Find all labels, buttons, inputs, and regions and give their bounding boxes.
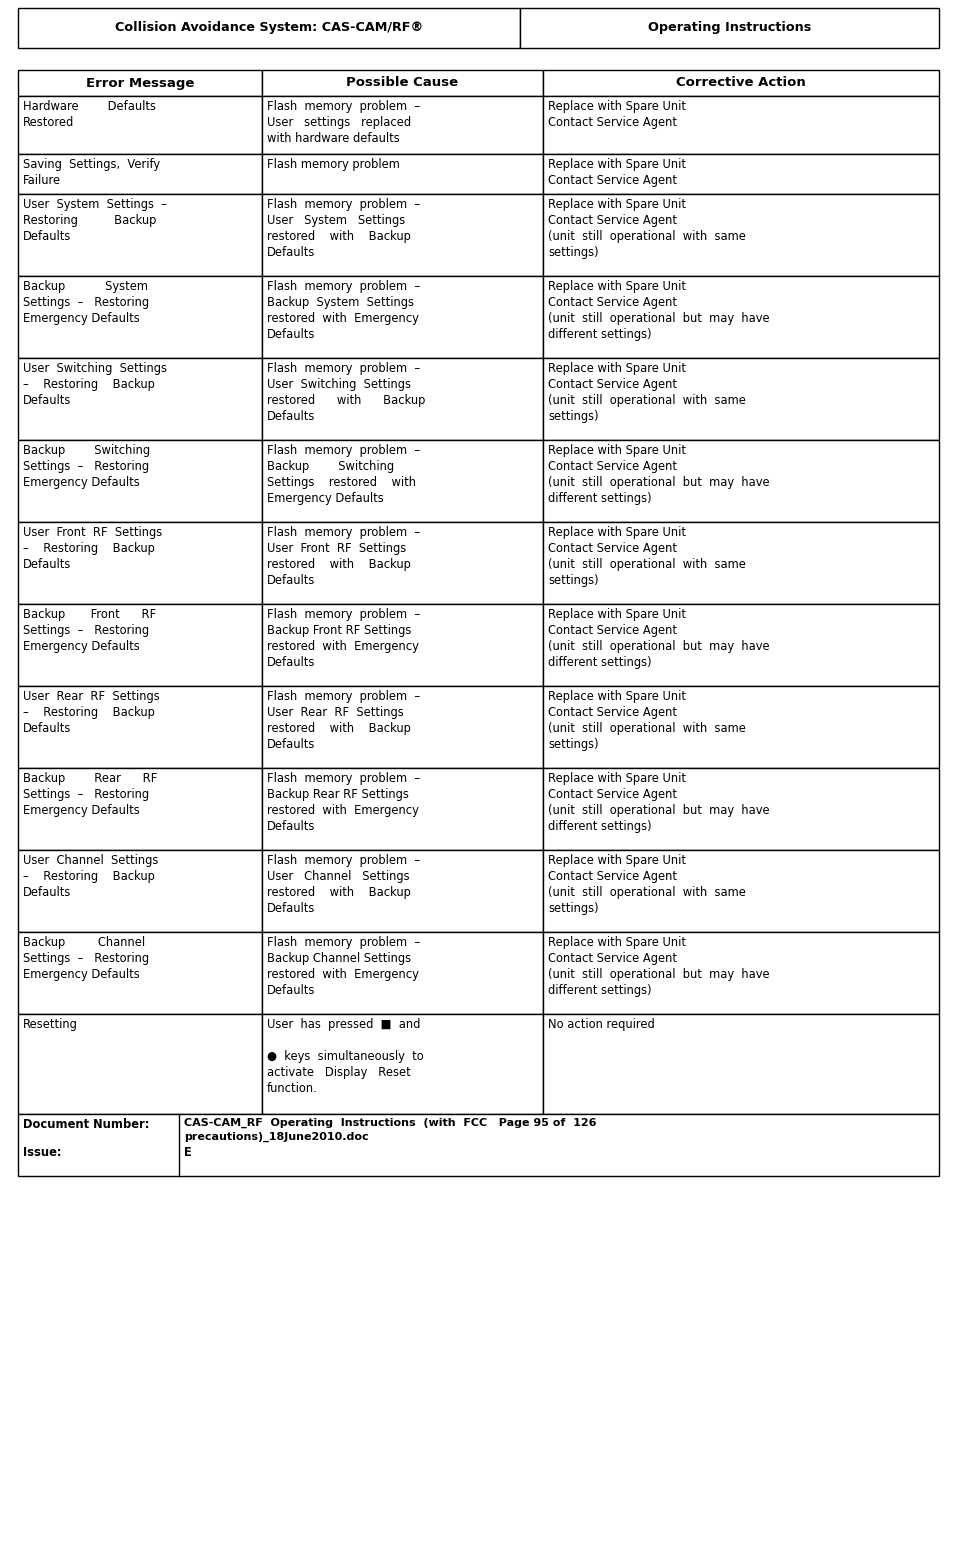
Text: User  Front  RF  Settings
–    Restoring    Backup
Defaults: User Front RF Settings – Restoring Backu… — [23, 526, 163, 570]
Bar — [543, 686, 939, 768]
Text: Resetting: Resetting — [23, 1017, 78, 1031]
Text: Replace with Spare Unit
Contact Service Agent
(unit  still  operational  but  ma: Replace with Spare Unit Contact Service … — [548, 444, 769, 506]
Bar — [262, 359, 543, 441]
Text: Error Message: Error Message — [86, 76, 194, 90]
Bar — [543, 1014, 939, 1115]
Text: Flash  memory  problem  –
Backup Front RF Settings
restored  with  Emergency
Def: Flash memory problem – Backup Front RF S… — [267, 608, 420, 669]
Text: Replace with Spare Unit
Contact Service Agent: Replace with Spare Unit Contact Service … — [548, 100, 686, 128]
Bar — [543, 768, 939, 850]
Bar — [520, 8, 939, 48]
Text: Flash  memory  problem  –
Backup  System  Settings
restored  with  Emergency
Def: Flash memory problem – Backup System Set… — [267, 280, 420, 342]
Bar — [262, 1014, 543, 1115]
Text: Replace with Spare Unit
Contact Service Agent
(unit  still  operational  but  ma: Replace with Spare Unit Contact Service … — [548, 771, 769, 833]
Text: Replace with Spare Unit
Contact Service Agent: Replace with Spare Unit Contact Service … — [548, 158, 686, 187]
Text: Replace with Spare Unit
Contact Service Agent
(unit  still  operational  with  s: Replace with Spare Unit Contact Service … — [548, 526, 746, 587]
Text: Backup       Front      RF
Settings  –   Restoring
Emergency Defaults: Backup Front RF Settings – Restoring Eme… — [23, 608, 156, 652]
Bar — [18, 277, 262, 359]
Text: Replace with Spare Unit
Contact Service Agent
(unit  still  operational  but  ma: Replace with Spare Unit Contact Service … — [548, 608, 769, 669]
Text: Flash  memory  problem  –
Backup Channel Settings
restored  with  Emergency
Defa: Flash memory problem – Backup Channel Se… — [267, 935, 420, 997]
Text: Corrective Action: Corrective Action — [676, 76, 806, 90]
Text: Replace with Spare Unit
Contact Service Agent
(unit  still  operational  with  s: Replace with Spare Unit Contact Service … — [548, 362, 746, 424]
Text: Replace with Spare Unit
Contact Service Agent
(unit  still  operational  with  s: Replace with Spare Unit Contact Service … — [548, 198, 746, 260]
Text: Replace with Spare Unit
Contact Service Agent
(unit  still  operational  but  ma: Replace with Spare Unit Contact Service … — [548, 935, 769, 997]
Bar — [262, 441, 543, 523]
Text: Issue:: Issue: — [23, 1146, 61, 1160]
Bar — [18, 441, 262, 523]
Text: Flash  memory  problem  –
User   Channel   Settings
restored    with    Backup
D: Flash memory problem – User Channel Sett… — [267, 853, 420, 915]
Bar — [262, 523, 543, 604]
Bar — [543, 70, 939, 96]
Text: Backup           System
Settings  –   Restoring
Emergency Defaults: Backup System Settings – Restoring Emerg… — [23, 280, 149, 325]
Text: Backup        Switching
Settings  –   Restoring
Emergency Defaults: Backup Switching Settings – Restoring Em… — [23, 444, 150, 489]
Text: Backup        Rear      RF
Settings  –   Restoring
Emergency Defaults: Backup Rear RF Settings – Restoring Emer… — [23, 771, 157, 816]
Text: Flash  memory  problem  –
User   System   Settings
restored    with    Backup
De: Flash memory problem – User System Setti… — [267, 198, 420, 260]
Bar — [262, 768, 543, 850]
Bar — [543, 441, 939, 523]
Text: User  Rear  RF  Settings
–    Restoring    Backup
Defaults: User Rear RF Settings – Restoring Backup… — [23, 690, 160, 734]
Bar — [18, 850, 262, 932]
Text: Hardware        Defaults
Restored: Hardware Defaults Restored — [23, 100, 156, 128]
Bar — [18, 193, 262, 277]
Text: Collision Avoidance System: CAS-CAM/RF®: Collision Avoidance System: CAS-CAM/RF® — [115, 22, 423, 34]
Bar — [18, 8, 520, 48]
Text: Flash  memory  problem  –
User  Front  RF  Settings
restored    with    Backup
D: Flash memory problem – User Front RF Set… — [267, 526, 420, 587]
Text: E: E — [184, 1146, 192, 1160]
Text: Flash memory problem: Flash memory problem — [267, 158, 400, 172]
Text: Replace with Spare Unit
Contact Service Agent
(unit  still  operational  with  s: Replace with Spare Unit Contact Service … — [548, 853, 746, 915]
Bar — [262, 932, 543, 1014]
Bar — [543, 850, 939, 932]
Text: User  Switching  Settings
–    Restoring    Backup
Defaults: User Switching Settings – Restoring Back… — [23, 362, 167, 407]
Bar — [543, 155, 939, 193]
Bar — [262, 155, 543, 193]
Text: User  Channel  Settings
–    Restoring    Backup
Defaults: User Channel Settings – Restoring Backup… — [23, 853, 158, 900]
Bar — [18, 155, 262, 193]
Bar — [543, 96, 939, 155]
Text: Flash  memory  problem  –
User   settings   replaced
with hardware defaults: Flash memory problem – User settings rep… — [267, 100, 420, 145]
Text: Document Number:: Document Number: — [23, 1118, 149, 1132]
Text: Operating Instructions: Operating Instructions — [648, 22, 812, 34]
Bar — [18, 1115, 939, 1177]
Bar — [18, 686, 262, 768]
Bar — [18, 932, 262, 1014]
Bar — [543, 359, 939, 441]
Bar — [262, 277, 543, 359]
Bar — [18, 1014, 262, 1115]
Text: Saving  Settings,  Verify
Failure: Saving Settings, Verify Failure — [23, 158, 160, 187]
Text: Flash  memory  problem  –
User  Switching  Settings
restored      with      Back: Flash memory problem – User Switching Se… — [267, 362, 426, 424]
Bar — [262, 193, 543, 277]
Bar — [262, 96, 543, 155]
Bar — [18, 96, 262, 155]
Bar — [543, 193, 939, 277]
Text: Flash  memory  problem  –
Backup Rear RF Settings
restored  with  Emergency
Defa: Flash memory problem – Backup Rear RF Se… — [267, 771, 420, 833]
Text: User  has  pressed  ■  and

●  keys  simultaneously  to
activate   Display   Res: User has pressed ■ and ● keys simultaneo… — [267, 1017, 424, 1095]
Bar — [262, 70, 543, 96]
Bar — [262, 850, 543, 932]
Text: CAS-CAM_RF  Operating  Instructions  (with  FCC   Page 95 of  126
precautions)_1: CAS-CAM_RF Operating Instructions (with … — [184, 1118, 596, 1142]
Bar — [18, 359, 262, 441]
Bar — [262, 604, 543, 686]
Bar — [18, 523, 262, 604]
Text: User  System  Settings  –
Restoring          Backup
Defaults: User System Settings – Restoring Backup … — [23, 198, 167, 243]
Text: Backup         Channel
Settings  –   Restoring
Emergency Defaults: Backup Channel Settings – Restoring Emer… — [23, 935, 149, 982]
Bar — [543, 932, 939, 1014]
Bar — [18, 604, 262, 686]
Text: Flash  memory  problem  –
Backup        Switching
Settings    restored    with
E: Flash memory problem – Backup Switching … — [267, 444, 420, 506]
Text: Possible Cause: Possible Cause — [346, 76, 458, 90]
Text: Replace with Spare Unit
Contact Service Agent
(unit  still  operational  but  ma: Replace with Spare Unit Contact Service … — [548, 280, 769, 342]
Bar — [543, 277, 939, 359]
Bar — [543, 523, 939, 604]
Text: Flash  memory  problem  –
User  Rear  RF  Settings
restored    with    Backup
De: Flash memory problem – User Rear RF Sett… — [267, 690, 420, 751]
Text: No action required: No action required — [548, 1017, 655, 1031]
Text: Replace with Spare Unit
Contact Service Agent
(unit  still  operational  with  s: Replace with Spare Unit Contact Service … — [548, 690, 746, 751]
Bar — [18, 70, 262, 96]
Bar — [262, 686, 543, 768]
Bar — [18, 768, 262, 850]
Bar — [543, 604, 939, 686]
